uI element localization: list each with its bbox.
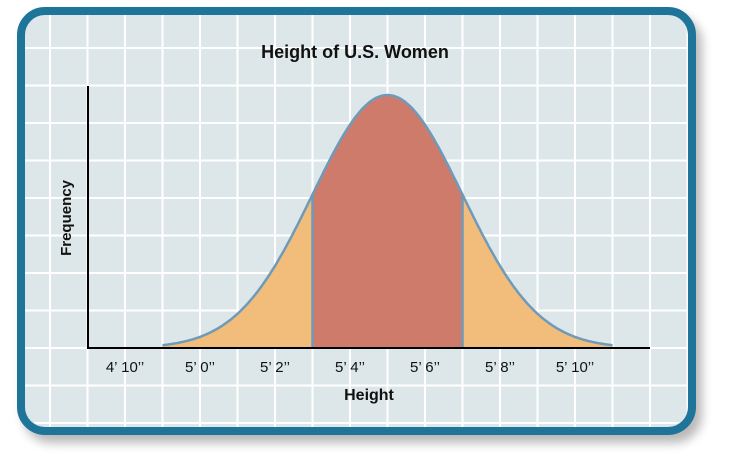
- x-tick-label: 5’ 0’’: [185, 359, 215, 376]
- x-tick-label: 5’ 4’’: [335, 359, 365, 376]
- left-tail-area: [162, 194, 313, 348]
- distribution-curve: [162, 93, 613, 347]
- chart-title: Height of U.S. Women: [261, 42, 449, 62]
- highlighted-area: [312, 95, 463, 348]
- y-axis-label: Frequency: [58, 179, 75, 256]
- right-tail-area: [462, 194, 613, 348]
- x-axis-label: Height: [344, 387, 394, 404]
- x-tick-label: 5’ 2’’: [260, 359, 290, 376]
- x-tick-label: 4’ 10’’: [106, 359, 144, 376]
- x-tick-label: 5’ 10’’: [556, 359, 594, 376]
- x-tick-label: 5’ 6’’: [410, 359, 440, 376]
- x-tick-label: 5’ 8’’: [485, 359, 515, 376]
